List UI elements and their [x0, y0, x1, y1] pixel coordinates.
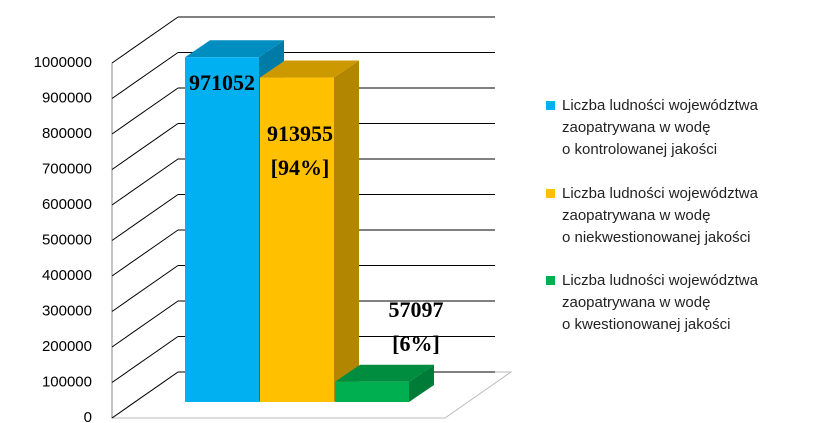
bar-top [185, 40, 284, 58]
value-label-line: [6%] [392, 331, 440, 356]
y-tick-label: 1000000 [34, 54, 92, 71]
y-tick-label: 0 [84, 409, 92, 423]
value-label-line: 971052 [189, 70, 255, 95]
legend-entry: Liczba ludności województwa zaopatrywana… [546, 183, 758, 249]
value-label: 913955 [94%] [267, 121, 333, 180]
bar-side [409, 364, 434, 402]
grid-line [111, 265, 179, 312]
y-tick-label: 500000 [42, 231, 92, 248]
legend-entry: Liczba ludności województwa zaopatrywana… [546, 270, 758, 336]
value-label-line: 913955 [267, 121, 333, 146]
value-label-line: [94%] [271, 155, 330, 180]
y-tick-label: 400000 [42, 267, 92, 284]
bar-side [334, 60, 359, 403]
bar-top [335, 364, 434, 382]
legend-swatch [546, 101, 555, 110]
legend-label: Liczba ludności województwa zaopatrywana… [562, 272, 758, 333]
y-tick-label: 700000 [42, 160, 92, 177]
grid-line [111, 52, 179, 99]
y-tick-label: 300000 [42, 302, 92, 319]
value-label-line: 57097 [389, 297, 444, 322]
grid-line [111, 300, 179, 348]
y-tick-label: 600000 [42, 196, 92, 213]
grid-line [111, 87, 179, 135]
value-label: 57097 [6%] [389, 297, 444, 356]
grid-line [111, 123, 179, 170]
grid-line [111, 371, 179, 419]
legend-label: Liczba ludności województwa zaopatrywana… [562, 97, 758, 158]
y-tick-label: 100000 [42, 373, 92, 390]
legend-swatch [546, 276, 555, 285]
legend-entry: Liczba ludności województwa zaopatrywana… [546, 95, 758, 161]
bar-top [260, 60, 359, 78]
grid-line [111, 336, 179, 383]
legend-label: Liczba ludności województwa zaopatrywana… [562, 185, 758, 246]
grid-line [111, 194, 179, 241]
bar [260, 77, 334, 403]
y-tick-label: 800000 [42, 125, 92, 142]
grid-line [111, 158, 179, 206]
bar [185, 57, 259, 402]
y-tick-label: 900000 [42, 89, 92, 106]
bar [335, 381, 409, 402]
legend-swatch [546, 189, 555, 198]
y-tick-label: 200000 [42, 338, 92, 355]
grid-line [111, 16, 179, 64]
grid-line [111, 229, 179, 277]
value-label: 971052 [189, 70, 255, 95]
